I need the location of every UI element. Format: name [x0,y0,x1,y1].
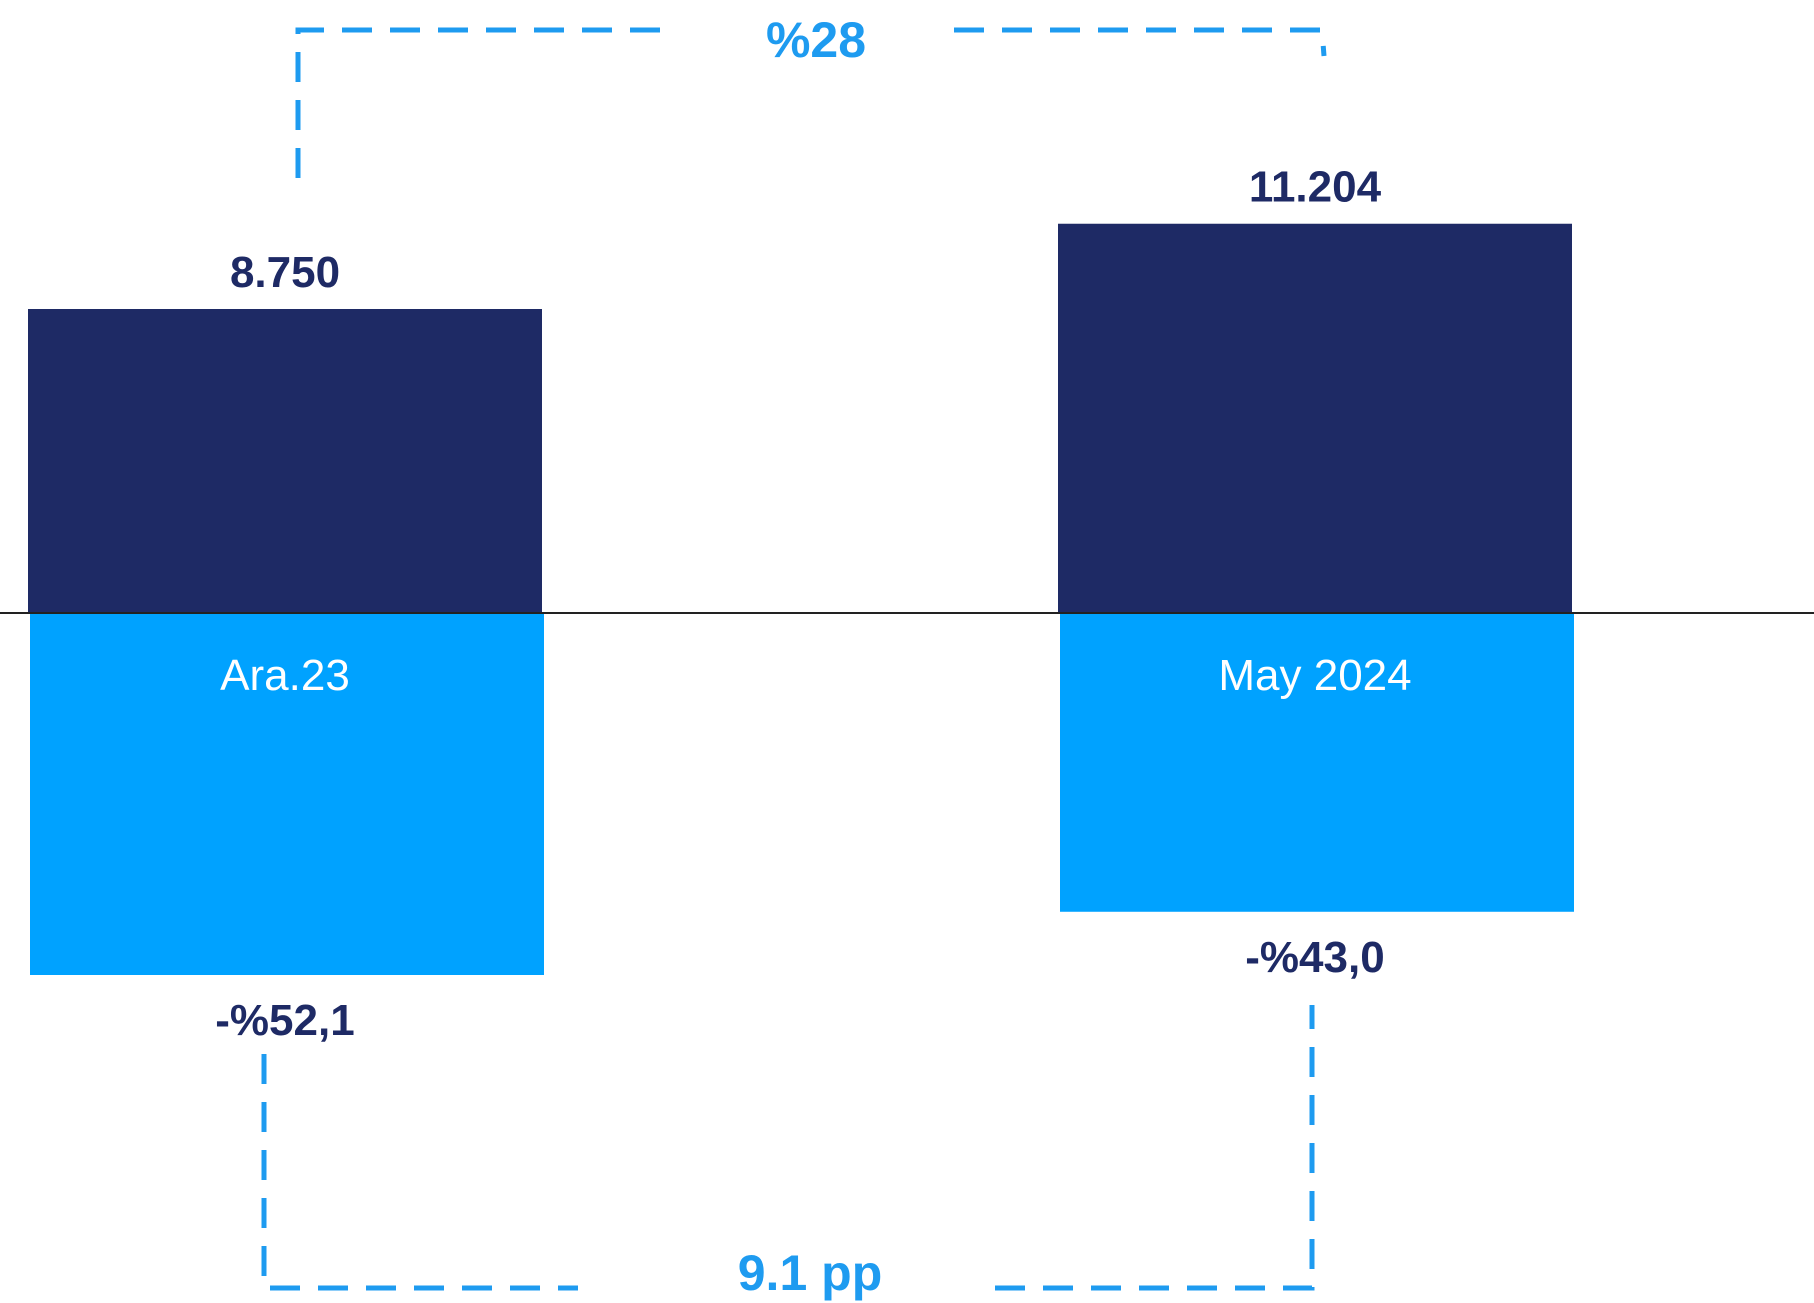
bottom-change-bracket [261,1054,578,1291]
value-label-may2024: 11.204 [1249,163,1382,212]
top-change-bracket-right [954,27,1327,57]
percent-label-ara23: -%52,1 [215,996,354,1045]
top-change-bracket [295,27,660,178]
bar-group-negative [30,613,1574,975]
percent-label-may2024: -%43,0 [1245,933,1384,982]
category-label-ara23: Ara.23 [220,651,350,700]
bottom-change-label: 9.1 pp [738,1245,882,1301]
category-label-may2024: May 2024 [1218,651,1411,700]
bar-may2024-value [1058,223,1572,613]
bar-ara23-percent [30,613,544,975]
bottom-change-bracket-right [995,1005,1315,1291]
top-change-label: %28 [766,12,866,68]
bar-may2024-percent [1060,613,1574,912]
value-label-ara23: 8.750 [230,248,340,297]
bar-ara23-value [28,309,542,613]
bar-group-positive [28,223,1572,613]
